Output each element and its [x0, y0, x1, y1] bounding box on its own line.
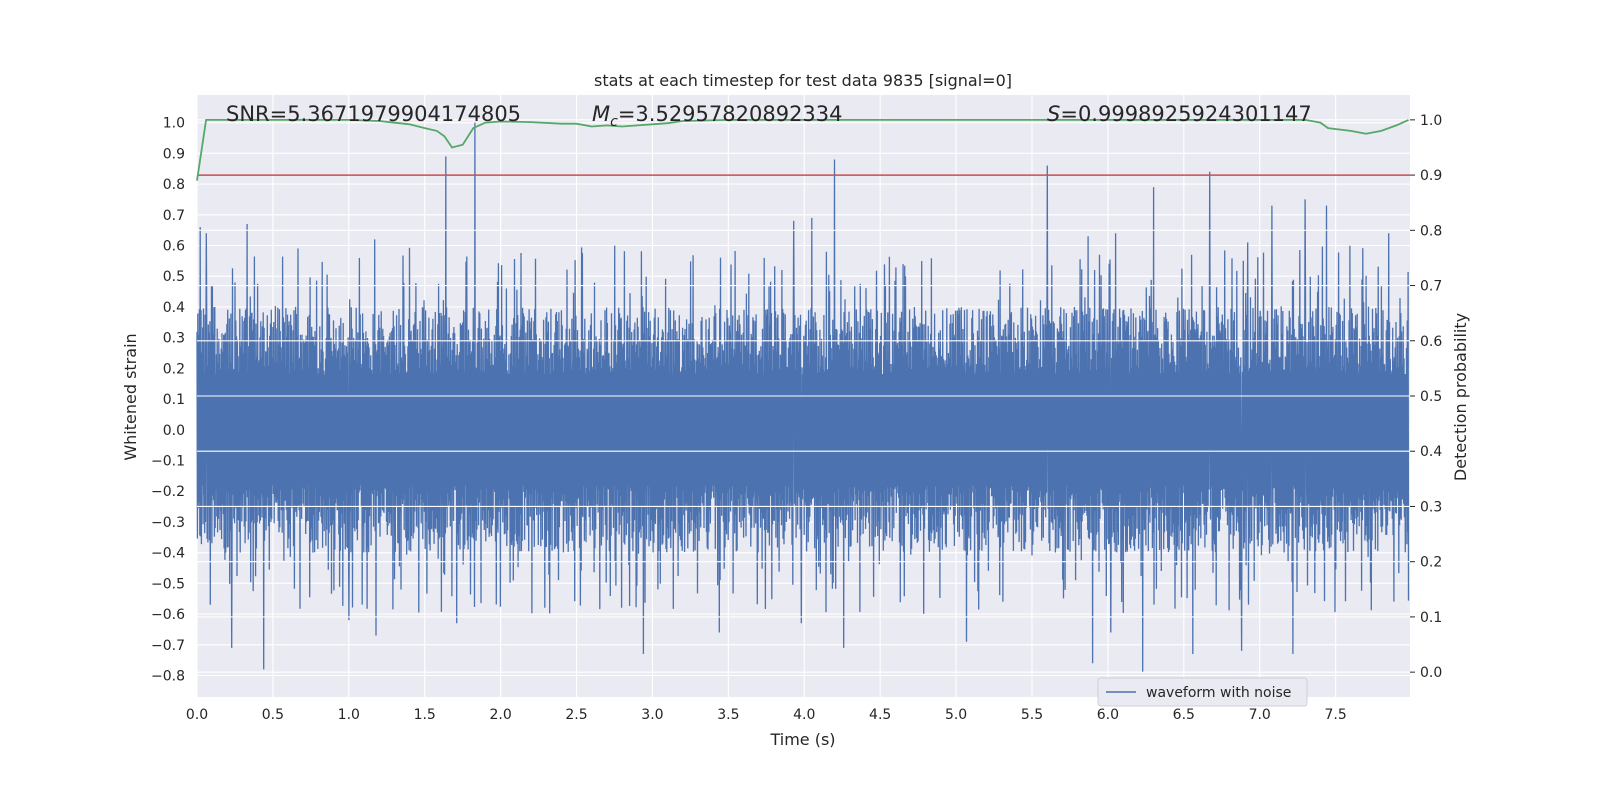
probability-series [196, 119, 1410, 181]
y-tick-label-left: 0.5 [163, 269, 185, 285]
mc-symbol: M [592, 102, 610, 126]
y-tick-label-left: 0.3 [163, 331, 185, 347]
y-tick-label-right: 0.1 [1420, 610, 1442, 626]
mc-subscript: c [610, 114, 618, 130]
y-tick-label-right: 0.4 [1420, 444, 1442, 460]
x-tick-label: 3.0 [641, 707, 663, 723]
y-tick-label-left: −0.5 [151, 576, 185, 592]
x-tick-label: 2.5 [565, 707, 587, 723]
x-tick-label: 5.0 [945, 707, 967, 723]
x-tick-label: 4.5 [869, 707, 891, 723]
detection-probability-line [196, 119, 1409, 181]
y-tick-label-right: 1.0 [1420, 113, 1442, 129]
s-value: =0.9998925924301147 [1060, 102, 1311, 126]
y-tick-label-right: 0.0 [1420, 665, 1442, 681]
y-tick-label-left: 0.2 [163, 361, 185, 377]
legend: waveform with noise [1097, 677, 1308, 707]
x-tick-label: 4.0 [793, 707, 815, 723]
y-tick-label-left: −0.2 [151, 484, 185, 500]
x-tick-label: 3.5 [717, 707, 739, 723]
y-tick-label-right: 0.6 [1420, 334, 1442, 350]
chart-title: stats at each timestep for test data 983… [594, 71, 1012, 90]
x-tick-label: 7.0 [1249, 707, 1271, 723]
y-tick-label-left: 0.4 [163, 300, 185, 316]
mc-annotation: Mc=3.52957820892334 [592, 102, 843, 130]
x-tick-label: 1.5 [414, 707, 436, 723]
snr-annotation: SNR=5.3671979904174805 [226, 102, 521, 126]
mc-value: =3.52957820892334 [618, 102, 843, 126]
x-tick-label: 5.5 [1021, 707, 1043, 723]
y-tick-label-left: −0.7 [151, 638, 185, 654]
y-tick-label-right: 0.2 [1420, 555, 1442, 571]
y-tick-label-left: −0.1 [151, 454, 185, 470]
y-tick-label-left: 0.0 [163, 423, 185, 439]
y-tick-label-right: 0.8 [1420, 223, 1442, 239]
y-tick-label-left: 1.0 [163, 116, 185, 132]
x-tick-label: 2.0 [489, 707, 511, 723]
x-tick-label: 1.0 [338, 707, 360, 723]
y-tick-label-left: 0.9 [163, 146, 185, 162]
x-tick-label: 6.5 [1173, 707, 1195, 723]
x-tick-label: 6.0 [1097, 707, 1119, 723]
x-axis-label: Time (s) [769, 730, 835, 749]
y-axis-label-right: Detection probability [1451, 313, 1470, 481]
s-annotation: S=0.9998925924301147 [1047, 102, 1312, 126]
y-tick-label-right: 0.7 [1420, 279, 1442, 295]
legend-label: waveform with noise [1146, 685, 1291, 701]
y-tick-label-left: −0.6 [151, 607, 185, 623]
y-tick-label-right: 0.9 [1420, 168, 1442, 184]
y-tick-label-left: −0.8 [151, 669, 185, 685]
legend-box [1097, 677, 1308, 707]
s-symbol: S [1047, 102, 1060, 126]
y-tick-label-left: 0.1 [163, 392, 185, 408]
waveform-line [196, 122, 1410, 673]
y-tick-label-left: −0.4 [151, 546, 185, 562]
y-tick-label-left: −0.3 [151, 515, 185, 531]
x-tick-label: 7.5 [1324, 707, 1346, 723]
x-tick-label: 0.0 [186, 707, 208, 723]
y-tick-label-right: 0.5 [1420, 389, 1442, 405]
y-axis-label-left: Whitened strain [121, 333, 140, 460]
y-tick-label-left: 0.7 [163, 208, 185, 224]
ticks: 0.0 0.5 1.0 1.5 2.0 2.5 3.0 3.5 4.0 4.5 5.0 5.5 6.0 6… [151, 113, 1442, 723]
y-tick-label-right: 0.3 [1420, 499, 1442, 515]
x-tick-label: 0.5 [262, 707, 284, 723]
y-tick-label-left: 0.8 [163, 177, 185, 193]
y-tick-label-left: 0.6 [163, 239, 185, 255]
